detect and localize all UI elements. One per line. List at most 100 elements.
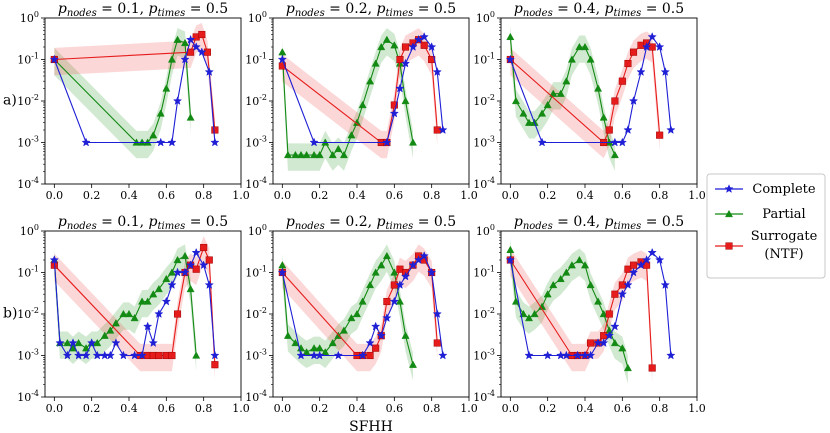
- complete-marker: [400, 271, 411, 281]
- partial-marker: [366, 77, 375, 85]
- partial-marker: [63, 338, 72, 347]
- partial-marker: [599, 113, 608, 121]
- legend-item-partial: Partial: [715, 207, 806, 222]
- y-tick-label: 10-4: [245, 176, 267, 191]
- partial-marker: [358, 297, 367, 305]
- partial-marker: [192, 351, 201, 359]
- y-tick-label: 10-2: [17, 93, 39, 108]
- complete-marker: [180, 54, 190, 64]
- complete-marker: [148, 338, 158, 347]
- panel-3: pnodes = 0.4, ptimes = 0.5 0.0 0.2 0.4 0.6 0.…: [473, 1, 706, 202]
- complete-marker: [438, 350, 448, 360]
- partial-marker: [549, 89, 558, 97]
- panel-data: [505, 238, 676, 384]
- panel-data: [277, 28, 448, 171]
- partial-marker: [586, 55, 595, 63]
- x-tick-label: 0.4: [348, 189, 366, 202]
- complete-marker: [408, 42, 418, 51]
- x-tick-label: 0.6: [158, 402, 176, 415]
- partial-marker: [511, 297, 520, 305]
- surrogate-marker: [155, 351, 163, 360]
- partial-marker: [623, 363, 632, 372]
- surrogate-marker: [173, 310, 182, 318]
- partial-marker: [594, 84, 603, 92]
- complete-marker: [105, 350, 115, 360]
- surrogate-marker: [624, 265, 632, 273]
- partial-marker: [358, 100, 367, 109]
- y-tick-label: 100: [476, 10, 495, 25]
- complete-marker: [561, 350, 571, 360]
- partial-marker: [530, 309, 539, 318]
- partial-marker: [506, 245, 515, 254]
- y-tick-label: 10-4: [17, 389, 39, 404]
- partial-marker: [594, 297, 603, 305]
- x-tick-label: 0.0: [502, 189, 520, 202]
- surrogate-marker: [618, 77, 626, 85]
- partial-marker: [610, 338, 619, 347]
- y-tick-label: 100: [248, 10, 267, 25]
- panel-4: pnodes = 0.1, ptimes = 0.5 b) 0.0 0.2 0.4 0.6…: [3, 214, 250, 415]
- partial-marker: [352, 309, 362, 318]
- partial-marker: [154, 284, 163, 293]
- legend-label: Partial: [762, 207, 805, 222]
- complete-marker: [641, 255, 652, 264]
- partial-marker: [334, 144, 343, 153]
- x-tick-label: 0.6: [614, 402, 632, 415]
- partial-marker: [580, 42, 590, 51]
- complete-marker: [143, 321, 153, 331]
- complete-marker: [395, 83, 405, 93]
- y-tick-label: 10-1: [473, 265, 495, 280]
- x-tick-label: 1.0: [460, 402, 478, 415]
- panel-data: [49, 235, 220, 381]
- partial-marker: [575, 42, 584, 51]
- x-tick-label: 0.6: [158, 189, 176, 202]
- partial-marker: [186, 284, 195, 293]
- partial-marker: [575, 255, 584, 264]
- complete-marker: [400, 58, 411, 68]
- partial-marker: [162, 84, 171, 92]
- surrogate-band: [282, 244, 438, 372]
- complete-marker: [161, 296, 171, 306]
- surrogate-marker: [390, 281, 398, 289]
- complete-marker: [432, 309, 442, 318]
- panel-title: pnodes = 0.4, ptimes = 0.5: [514, 214, 684, 232]
- partial-marker: [119, 309, 128, 318]
- complete-marker: [623, 125, 633, 134]
- partial-marker: [371, 268, 380, 276]
- x-tick-label: 0.8: [195, 189, 213, 202]
- x-tick-label: 0.6: [386, 189, 404, 202]
- x-tick-label: 0.0: [46, 189, 64, 202]
- complete-marker: [197, 47, 207, 57]
- partial-marker: [328, 150, 337, 159]
- legend: Complete Partial Surrogate (NTF): [706, 173, 826, 279]
- complete-marker: [628, 267, 639, 277]
- partial-marker: [124, 309, 134, 318]
- complete-marker: [191, 42, 201, 51]
- partial-marker: [167, 55, 176, 63]
- panels: pnodes = 0.1, ptimes = 0.5 a) 0.0 0.2 0.4 0.6…: [3, 1, 706, 415]
- legend-box: [706, 173, 826, 279]
- surrogate-marker: [656, 131, 664, 139]
- partial-marker: [149, 131, 158, 139]
- partial-marker: [408, 360, 418, 368]
- complete-marker: [427, 267, 437, 277]
- complete-marker: [419, 32, 429, 41]
- partial-marker: [618, 344, 627, 352]
- partial-marker: [106, 326, 115, 334]
- partial-marker: [339, 150, 348, 159]
- x-tick-label: 0.4: [576, 189, 594, 202]
- partial-marker: [291, 150, 300, 159]
- complete-marker: [413, 255, 424, 264]
- complete-marker: [376, 330, 386, 340]
- partial-marker: [371, 59, 380, 67]
- complete-marker: [660, 67, 670, 76]
- partial-marker: [310, 150, 319, 159]
- partial-marker: [315, 150, 324, 159]
- partial-marker: [580, 261, 590, 269]
- partial-marker: [278, 48, 287, 56]
- partial-marker: [395, 297, 404, 305]
- x-tick-label: 0.8: [651, 189, 669, 202]
- complete-marker: [315, 350, 325, 360]
- partial-marker: [511, 96, 520, 105]
- partial-marker: [347, 131, 356, 139]
